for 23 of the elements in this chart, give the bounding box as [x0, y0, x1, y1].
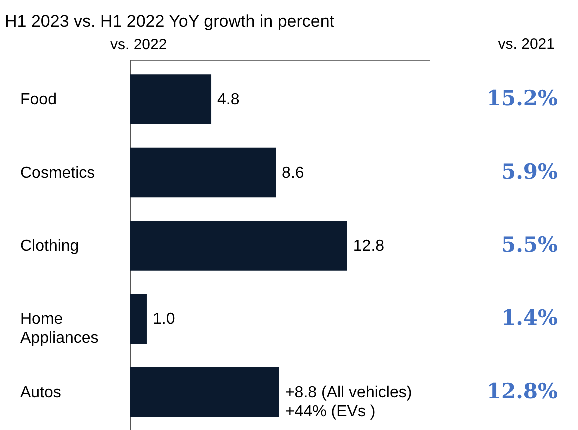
text: 5.9% — [502, 158, 558, 184]
text: 15.2% — [486, 86, 558, 111]
bar — [130, 148, 276, 198]
data-label: 1.0 — [152, 311, 176, 328]
y-tick-label: Clothing — [20, 238, 80, 255]
chart-title: H1 2023 vs. H1 2022 YoY growth in percent — [5, 12, 335, 31]
bar — [130, 221, 348, 271]
data-label: 4.8 — [218, 92, 240, 109]
y-tick-label: Autos — [20, 384, 62, 402]
text: vs. 2021 — [498, 36, 555, 53]
data-label: 12.8 — [353, 238, 385, 255]
y-tick-label: Food — [20, 92, 57, 109]
data-label: 8.6 — [282, 164, 304, 182]
x-axis-title: vs. 2022 — [110, 36, 168, 54]
data-label: +8.8 (All vehicles) +44% (EVs ) — [285, 384, 412, 420]
bar — [130, 368, 280, 418]
bar — [130, 74, 212, 124]
text: 1.4% — [502, 305, 558, 330]
text: 12.8% — [486, 378, 558, 404]
y-tick-label: Cosmetics — [20, 164, 96, 182]
y-tick-label: Home Appliances — [20, 311, 99, 348]
bar — [130, 294, 147, 344]
text: 5.5% — [502, 232, 558, 257]
